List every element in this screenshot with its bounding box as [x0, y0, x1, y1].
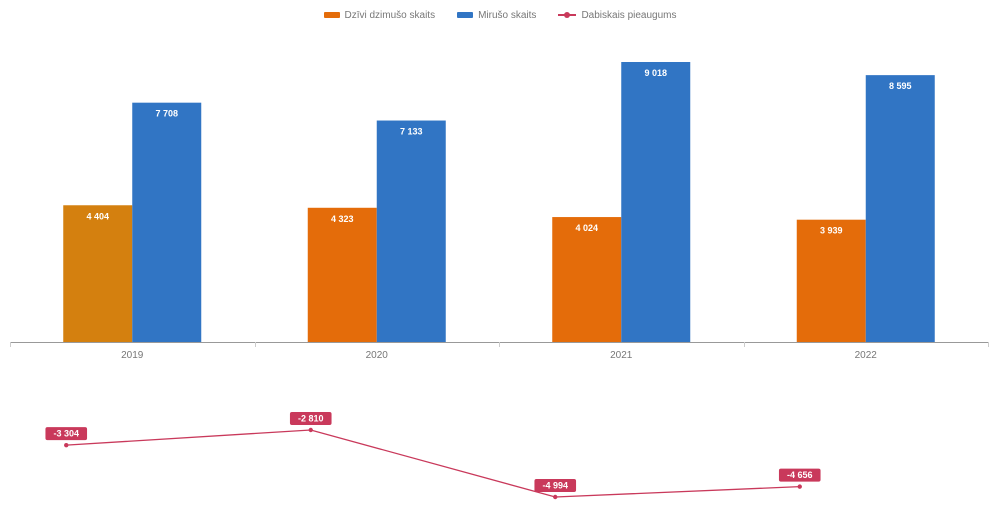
growth-point-2019[interactable] — [64, 442, 69, 448]
bar-label-deaths-2021: 9 018 — [644, 68, 667, 78]
bar-label-births-2020: 4 323 — [331, 214, 354, 224]
growth-label-box-2021 — [534, 479, 577, 492]
legend-label-births: Dzīvi dzimušo skaits — [344, 9, 436, 21]
bar-label-births-2021: 4 024 — [575, 223, 598, 233]
chart-legend: Dzīvi dzimušo skaits Mirušo skaits Dabis… — [0, 8, 1000, 22]
bar-label-deaths-2020: 7 133 — [400, 127, 423, 137]
bar-deaths-2022[interactable] — [865, 75, 935, 343]
legend-item-births[interactable]: Dzīvi dzimušo skaits — [323, 9, 436, 21]
legend-swatch-births — [323, 12, 340, 18]
bar-label-deaths-2022: 8 595 — [889, 81, 912, 91]
growth-point-2022[interactable] — [797, 484, 802, 489]
x-tick-label-2019: 2019 — [121, 350, 144, 361]
bar-births-2019[interactable] — [63, 205, 133, 342]
growth-point-2021[interactable] — [553, 494, 558, 500]
legend-swatch-deaths — [457, 12, 474, 18]
growth-label-2020: -2 810 — [298, 414, 324, 424]
growth-label-box-2019 — [45, 427, 88, 441]
bar-deaths-2020[interactable] — [376, 120, 446, 342]
bar-births-2021[interactable] — [552, 217, 622, 342]
growth-label-2019: -3 304 — [53, 429, 79, 439]
bar-deaths-2021[interactable] — [621, 62, 691, 342]
growth-label-box-2022 — [778, 468, 821, 482]
bar-births-2022[interactable] — [796, 219, 866, 342]
bar-label-births-2022: 3 939 — [820, 226, 843, 236]
growth-label-2021: -4 994 — [542, 481, 568, 491]
legend-swatch-growth — [558, 11, 577, 19]
growth-line — [66, 429, 800, 498]
growth-point-2020[interactable] — [308, 427, 313, 433]
legend-item-growth[interactable]: Dabiskais pieaugums — [558, 9, 677, 21]
x-tick-label-2020: 2020 — [366, 350, 389, 361]
bar-births-2020[interactable] — [307, 207, 377, 342]
x-tick-label-2022: 2022 — [855, 350, 878, 361]
bar-label-deaths-2019: 7 708 — [155, 109, 178, 119]
growth-label-box-2020 — [289, 412, 332, 425]
legend-label-deaths: Mirušo skaits — [478, 9, 537, 21]
growth-label-2022: -4 656 — [787, 470, 813, 480]
legend-item-deaths[interactable]: Mirušo skaits — [457, 10, 536, 21]
bar-deaths-2019[interactable] — [132, 102, 202, 342]
bar-label-births-2019: 4 404 — [86, 211, 109, 221]
x-tick-label-2021: 2021 — [610, 350, 633, 361]
legend-label-growth: Dabiskais pieaugums — [581, 9, 677, 21]
